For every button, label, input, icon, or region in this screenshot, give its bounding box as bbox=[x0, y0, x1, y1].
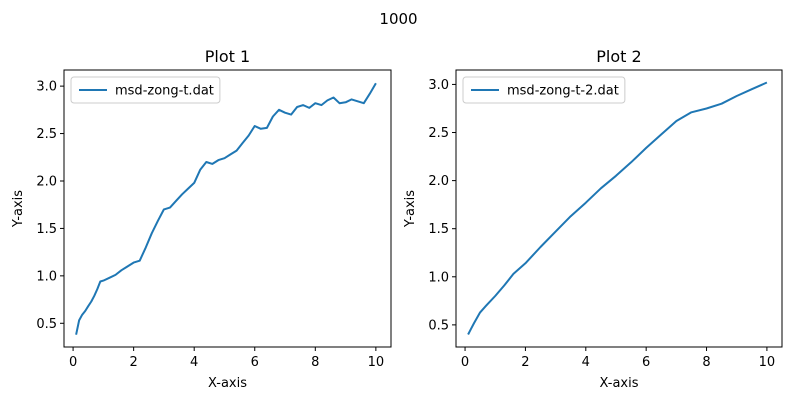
y-tick-label: 0.5 bbox=[428, 318, 449, 333]
x-tick-label: 6 bbox=[251, 355, 259, 370]
figure-suptitle: 1000 bbox=[379, 10, 417, 28]
y-tick-label: 2.5 bbox=[428, 126, 449, 141]
axes-frame bbox=[455, 69, 783, 348]
x-tick-label: 10 bbox=[368, 355, 385, 370]
x-tick-label: 0 bbox=[69, 355, 77, 370]
y-tick-label: 3.0 bbox=[428, 78, 449, 93]
y-tick-label: 1.0 bbox=[36, 269, 57, 284]
plot-2-panel: Plot 2 0 2 4 6 8 10 0.5 1.0 1.5 2.0 2.5 3.0 X-axis Y-a… bbox=[403, 47, 783, 391]
series-line bbox=[467, 81, 768, 335]
y-tick-label: 1.5 bbox=[36, 222, 57, 237]
legend: msd-zong-t-2.dat bbox=[462, 76, 626, 104]
legend-entry: msd-zong-t.dat bbox=[115, 84, 214, 99]
plot-1-panel: Plot 1 0 2 4 6 8 10 0.5 1.0 1.5 2.0 2.5 3.0 X-axis Y-a… bbox=[11, 47, 392, 391]
y-tick-label: 3.0 bbox=[36, 80, 57, 95]
legend-box bbox=[462, 76, 626, 104]
axes-frame bbox=[63, 69, 392, 348]
x-tick-label: 10 bbox=[759, 355, 776, 370]
x-tick-label: 8 bbox=[702, 355, 710, 370]
y-axis-label: Y-axis bbox=[403, 190, 418, 228]
x-tick-label: 2 bbox=[129, 355, 137, 370]
x-tick-label: 6 bbox=[642, 355, 650, 370]
y-tick-label: 1.0 bbox=[428, 270, 449, 285]
y-tick-label: 2.0 bbox=[36, 174, 57, 189]
y-tick-label: 2.5 bbox=[36, 127, 57, 142]
x-tick-label: 0 bbox=[461, 355, 469, 370]
plot-title: Plot 1 bbox=[205, 47, 250, 66]
x-axis-label: X-axis bbox=[208, 376, 247, 391]
x-tick-label: 4 bbox=[582, 355, 590, 370]
x-tick-label: 2 bbox=[521, 355, 529, 370]
y-tick-label: 1.5 bbox=[428, 222, 449, 237]
x-tick-label: 4 bbox=[190, 355, 198, 370]
legend-entry: msd-zong-t-2.dat bbox=[507, 84, 619, 99]
series-line bbox=[75, 82, 377, 335]
legend: msd-zong-t.dat bbox=[70, 76, 221, 104]
legend-box bbox=[70, 76, 221, 104]
y-tick-label: 2.0 bbox=[428, 174, 449, 189]
y-tick-label: 0.5 bbox=[36, 317, 57, 332]
x-tick-label: 8 bbox=[311, 355, 319, 370]
y-axis-label: Y-axis bbox=[11, 190, 26, 228]
plot-title: Plot 2 bbox=[596, 47, 641, 66]
x-axis-label: X-axis bbox=[600, 376, 639, 391]
